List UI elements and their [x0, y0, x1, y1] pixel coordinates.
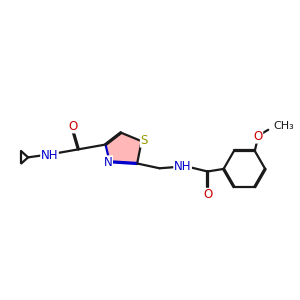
Text: NH: NH: [174, 160, 191, 173]
Text: O: O: [203, 188, 212, 201]
Text: N: N: [104, 156, 112, 169]
Text: O: O: [254, 130, 262, 143]
Text: S: S: [140, 134, 148, 147]
Text: CH₃: CH₃: [273, 121, 294, 130]
Text: NH: NH: [41, 149, 58, 162]
Polygon shape: [106, 133, 142, 164]
Text: O: O: [68, 120, 77, 133]
